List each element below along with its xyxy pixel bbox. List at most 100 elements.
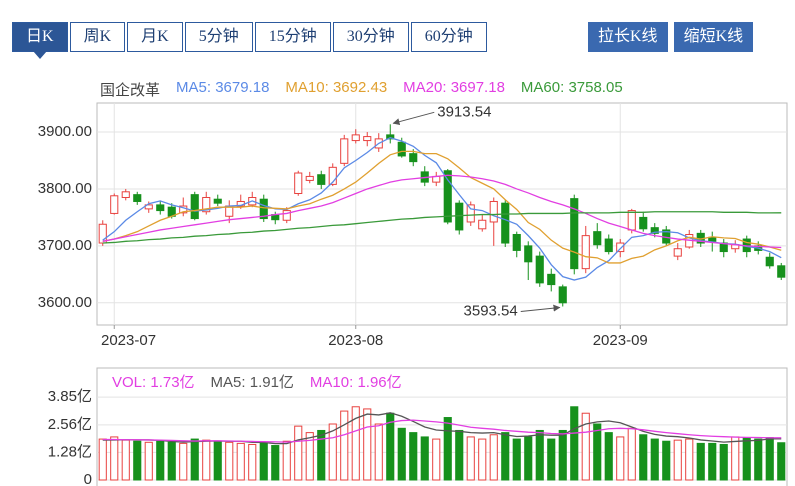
y-tick-label: 3800.00 bbox=[38, 180, 92, 197]
period-tab[interactable]: 30分钟 bbox=[332, 22, 409, 52]
candle-body bbox=[317, 174, 326, 185]
legend-entry: MA20: 3697.18 bbox=[403, 79, 505, 96]
legend-entry: MA5: 1.91亿 bbox=[210, 374, 294, 391]
volume-bar bbox=[98, 438, 107, 481]
candle-body bbox=[639, 216, 648, 230]
candle-body bbox=[489, 200, 498, 223]
volume-bar bbox=[673, 439, 682, 481]
volume-bar bbox=[317, 429, 326, 481]
candle-body bbox=[455, 202, 464, 231]
volume-bar bbox=[777, 442, 786, 481]
volume-bar bbox=[190, 438, 199, 481]
candle-body bbox=[409, 153, 418, 163]
volume-bar bbox=[236, 442, 245, 481]
volume-bar bbox=[524, 436, 533, 481]
candle-body bbox=[524, 245, 533, 263]
candle-body bbox=[650, 227, 659, 234]
ma-line bbox=[102, 412, 782, 445]
candle-body bbox=[133, 194, 142, 202]
volume-bar bbox=[248, 443, 257, 481]
zoom-button[interactable]: 缩短K线 bbox=[673, 22, 754, 52]
candle-body bbox=[616, 242, 625, 253]
volume-bar bbox=[570, 406, 579, 481]
candle-body bbox=[593, 231, 602, 246]
volume-bar bbox=[179, 442, 188, 481]
volume-bar bbox=[662, 440, 671, 481]
volume-bar bbox=[627, 427, 636, 481]
y-tick-label: 1.28亿 bbox=[48, 443, 92, 460]
volume-bar bbox=[478, 438, 487, 481]
volume-bar bbox=[167, 441, 176, 481]
candle-body bbox=[673, 248, 682, 257]
x-tick-label: 2023-08 bbox=[328, 332, 383, 349]
candle-body bbox=[512, 233, 521, 251]
period-tab[interactable]: 15分钟 bbox=[254, 22, 331, 52]
candle-body bbox=[328, 166, 337, 185]
legend-entry: MA60: 3758.05 bbox=[520, 79, 623, 96]
candle-body bbox=[259, 198, 268, 220]
volume-bar bbox=[443, 417, 452, 481]
volume-bar bbox=[363, 408, 372, 481]
volume-bar bbox=[512, 438, 521, 481]
y-tick-label: 3900.00 bbox=[38, 123, 92, 140]
volume-bar bbox=[397, 427, 406, 481]
ma-line bbox=[102, 211, 782, 244]
volume-bar bbox=[409, 432, 418, 481]
candle-body bbox=[202, 196, 211, 213]
candle-body bbox=[570, 198, 579, 270]
x-tick-label: 2023-07 bbox=[101, 332, 156, 349]
ma-line bbox=[102, 137, 782, 281]
candle-body bbox=[98, 223, 107, 244]
candle-body bbox=[478, 219, 487, 230]
candle-body bbox=[547, 273, 556, 286]
volume-bar bbox=[742, 437, 751, 481]
volume-bar bbox=[294, 425, 303, 481]
candle-body bbox=[627, 210, 636, 231]
volume-bar bbox=[110, 436, 119, 481]
candle-body bbox=[386, 134, 395, 140]
volume-bar bbox=[731, 436, 740, 481]
candle-body bbox=[765, 256, 774, 267]
y-tick-label: 3600.00 bbox=[38, 294, 92, 311]
volume-bar bbox=[754, 438, 763, 481]
candle-body bbox=[282, 210, 291, 221]
volume-bar bbox=[213, 440, 222, 481]
legend-entry: MA10: 3692.43 bbox=[285, 79, 388, 96]
candle-body bbox=[581, 235, 590, 270]
volume-bar bbox=[374, 423, 383, 481]
volume-bar bbox=[685, 438, 694, 481]
price-legend: 国企改革 MA5: 3679.18 MA10: 3692.43 MA20: 3697.… bbox=[100, 79, 623, 100]
period-tab[interactable]: 5分钟 bbox=[184, 22, 253, 52]
candle-body bbox=[305, 175, 314, 181]
volume-bar bbox=[489, 434, 498, 481]
period-tab[interactable]: 月K bbox=[127, 22, 183, 52]
annotation-label: 3913.54 bbox=[437, 103, 491, 120]
annotation-arrow bbox=[520, 304, 561, 312]
legend-entry: MA5: 3679.18 bbox=[176, 79, 270, 96]
annotation-label: 3593.54 bbox=[464, 302, 518, 319]
volume-bar bbox=[719, 443, 728, 481]
ma-line bbox=[102, 174, 782, 249]
volume-bar bbox=[328, 423, 337, 481]
volume-bar bbox=[420, 436, 429, 481]
zoom-button[interactable]: 拉长K线 bbox=[588, 22, 668, 52]
volume-bar bbox=[593, 423, 602, 481]
candle-body bbox=[340, 138, 349, 164]
period-tab[interactable]: 日K bbox=[12, 22, 68, 59]
volume-bar bbox=[650, 438, 659, 481]
volume-bar bbox=[156, 440, 165, 481]
volume-bar bbox=[765, 437, 774, 481]
candle-body bbox=[110, 195, 119, 214]
candle-body bbox=[558, 286, 567, 304]
period-tabs: 日K 周K 月K 5分钟 15分钟 30分钟 60分钟 bbox=[12, 22, 487, 59]
candle-body bbox=[397, 141, 406, 157]
candle-body bbox=[213, 198, 222, 204]
volume-bar bbox=[259, 442, 268, 481]
volume-bar bbox=[466, 436, 475, 481]
candle-body bbox=[777, 265, 786, 278]
period-tab[interactable]: 周K bbox=[69, 22, 126, 52]
period-tab[interactable]: 60分钟 bbox=[410, 22, 487, 52]
candle-body bbox=[363, 136, 372, 142]
